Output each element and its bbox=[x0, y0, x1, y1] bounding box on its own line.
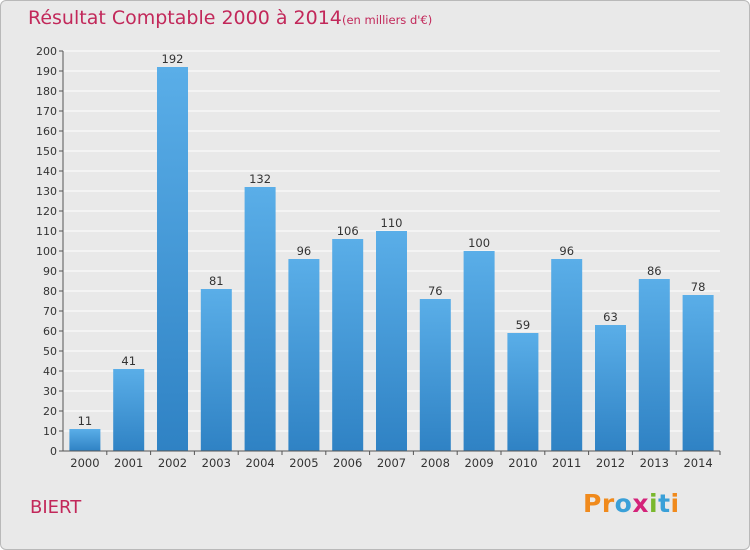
y-tick-label: 60 bbox=[43, 325, 57, 338]
x-tick-label: 2007 bbox=[377, 456, 406, 470]
data-label: 59 bbox=[516, 318, 531, 332]
data-label: 96 bbox=[559, 244, 574, 258]
logo-letter: x bbox=[632, 489, 649, 518]
y-tick-label: 10 bbox=[43, 425, 57, 438]
bar bbox=[419, 299, 451, 451]
data-label: 132 bbox=[249, 172, 271, 186]
x-tick-label: 2000 bbox=[70, 456, 99, 470]
x-tick-label: 2002 bbox=[158, 456, 187, 470]
bar bbox=[157, 67, 188, 451]
chart-subtitle: (en milliers d'€) bbox=[342, 13, 433, 27]
logo-letter: t bbox=[658, 489, 671, 518]
y-tick-label: 180 bbox=[36, 85, 57, 98]
x-tick-label: 2005 bbox=[289, 456, 318, 470]
data-label: 78 bbox=[691, 280, 706, 294]
y-tick-label: 40 bbox=[43, 365, 57, 378]
x-tick-label: 2008 bbox=[421, 456, 450, 470]
y-tick-label: 110 bbox=[36, 225, 57, 238]
y-tick-label: 70 bbox=[43, 305, 57, 318]
data-label: 106 bbox=[337, 224, 359, 238]
data-label: 192 bbox=[162, 52, 184, 66]
y-tick-label: 170 bbox=[36, 105, 57, 118]
y-tick-label: 130 bbox=[36, 185, 57, 198]
bar bbox=[638, 279, 670, 451]
y-tick-label: 140 bbox=[36, 165, 57, 178]
data-label: 63 bbox=[603, 310, 618, 324]
bar bbox=[244, 187, 276, 451]
y-tick-label: 30 bbox=[43, 385, 57, 398]
x-tick-label: 2013 bbox=[640, 456, 669, 470]
logo-letter: P bbox=[583, 489, 602, 518]
bars bbox=[69, 67, 714, 451]
data-label: 41 bbox=[121, 354, 136, 368]
x-tick-label: 2012 bbox=[596, 456, 625, 470]
y-tick-label: 80 bbox=[43, 285, 57, 298]
bar bbox=[200, 289, 232, 451]
data-label: 11 bbox=[78, 414, 93, 428]
chart-title: Résultat Comptable 2000 à 2014 bbox=[28, 7, 342, 29]
bar bbox=[288, 259, 320, 451]
y-tick-label: 120 bbox=[36, 205, 57, 218]
bar bbox=[376, 231, 407, 451]
data-label: 86 bbox=[647, 264, 662, 278]
logo-letter: i bbox=[649, 489, 659, 518]
y-tick-label: 0 bbox=[50, 445, 57, 458]
data-label: 76 bbox=[428, 284, 443, 298]
bar bbox=[595, 325, 626, 451]
labels: 0 10 20 30 40 50 60 70 80 90 100 110 120 130 140 150 160… bbox=[36, 45, 713, 470]
bar bbox=[332, 239, 364, 451]
bar bbox=[507, 333, 539, 451]
bar bbox=[69, 429, 101, 451]
x-tick-label: 2009 bbox=[464, 456, 493, 470]
place-name: BIERT bbox=[30, 497, 82, 518]
x-tick-label: 2003 bbox=[202, 456, 231, 470]
y-tick-label: 100 bbox=[36, 245, 57, 258]
x-tick-label: 2006 bbox=[333, 456, 362, 470]
x-tick-label: 2014 bbox=[683, 456, 712, 470]
proxiti-logo: Proxiti bbox=[583, 489, 680, 518]
x-tick-label: 2004 bbox=[245, 456, 274, 470]
y-tick-label: 190 bbox=[36, 65, 57, 78]
data-label: 100 bbox=[468, 236, 490, 250]
y-tick-label: 90 bbox=[43, 265, 57, 278]
logo-letter: r bbox=[601, 489, 615, 518]
axes bbox=[59, 50, 721, 455]
y-tick-label: 200 bbox=[36, 45, 57, 58]
y-tick-label: 50 bbox=[43, 345, 57, 358]
y-tick-label: 20 bbox=[43, 405, 57, 418]
x-tick-label: 2010 bbox=[508, 456, 537, 470]
x-tick-label: 2011 bbox=[552, 456, 581, 470]
bar bbox=[463, 251, 495, 451]
logo-letter: i bbox=[670, 489, 680, 518]
bar bbox=[551, 259, 583, 451]
y-tick-label: 160 bbox=[36, 125, 57, 138]
x-tick-label: 2001 bbox=[114, 456, 143, 470]
data-label: 81 bbox=[209, 274, 224, 288]
bar bbox=[682, 295, 714, 451]
bar bbox=[113, 369, 145, 451]
y-tick-label: 150 bbox=[36, 145, 57, 158]
logo-letter: o bbox=[614, 489, 633, 518]
data-label: 96 bbox=[297, 244, 312, 258]
data-label: 110 bbox=[381, 216, 403, 230]
